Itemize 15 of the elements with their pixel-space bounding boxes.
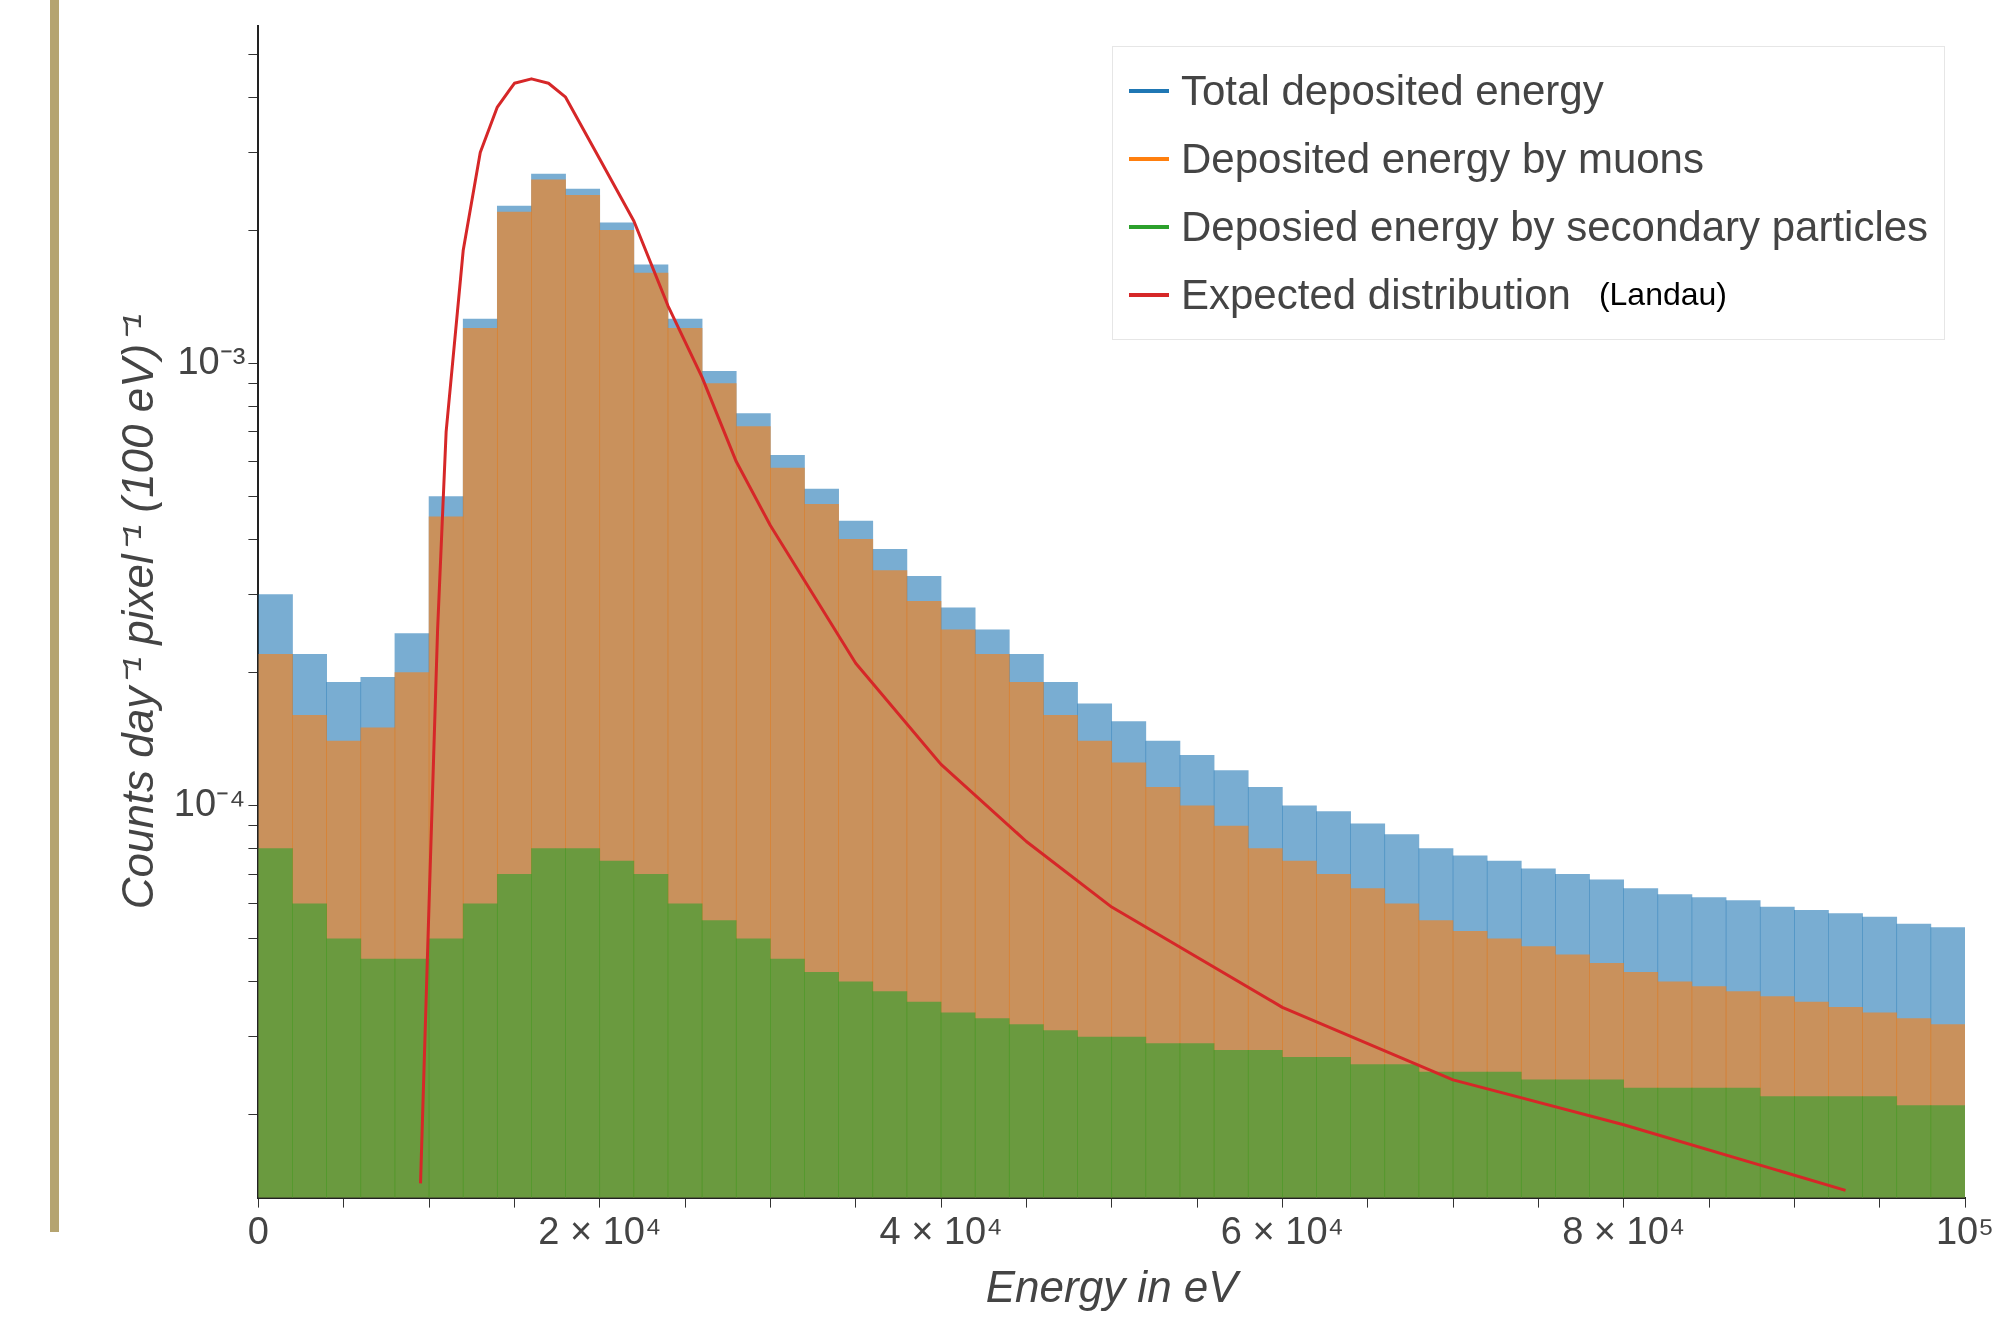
legend-label: Expected distribution	[1181, 270, 1571, 319]
legend-label: Total deposited energy	[1181, 66, 1604, 115]
x-tick-label: 10⁵	[1935, 1209, 1995, 1252]
x-tick-label: 0	[247, 1209, 269, 1252]
annotation: (Landau)	[1598, 276, 1727, 314]
y-axis-title: Counts day⁻¹ pixel⁻¹ (100 eV)⁻¹	[112, 314, 162, 910]
x-tick-label: 6 × 10⁴	[1220, 1209, 1344, 1252]
legend-label: Deposied energy by secondary particles	[1181, 202, 1929, 251]
x-tick-label: 2 × 10⁴	[538, 1209, 662, 1252]
y-tick-label: 10⁻³	[177, 339, 246, 382]
x-axis-title: Energy in eV	[985, 1261, 1242, 1311]
legend-label: Deposited energy by muons	[1181, 134, 1704, 183]
y-tick-label: 10⁻⁴	[173, 782, 246, 825]
x-tick-label: 8 × 10⁴	[1562, 1209, 1686, 1252]
x-tick-label: 4 × 10⁴	[879, 1209, 1003, 1252]
